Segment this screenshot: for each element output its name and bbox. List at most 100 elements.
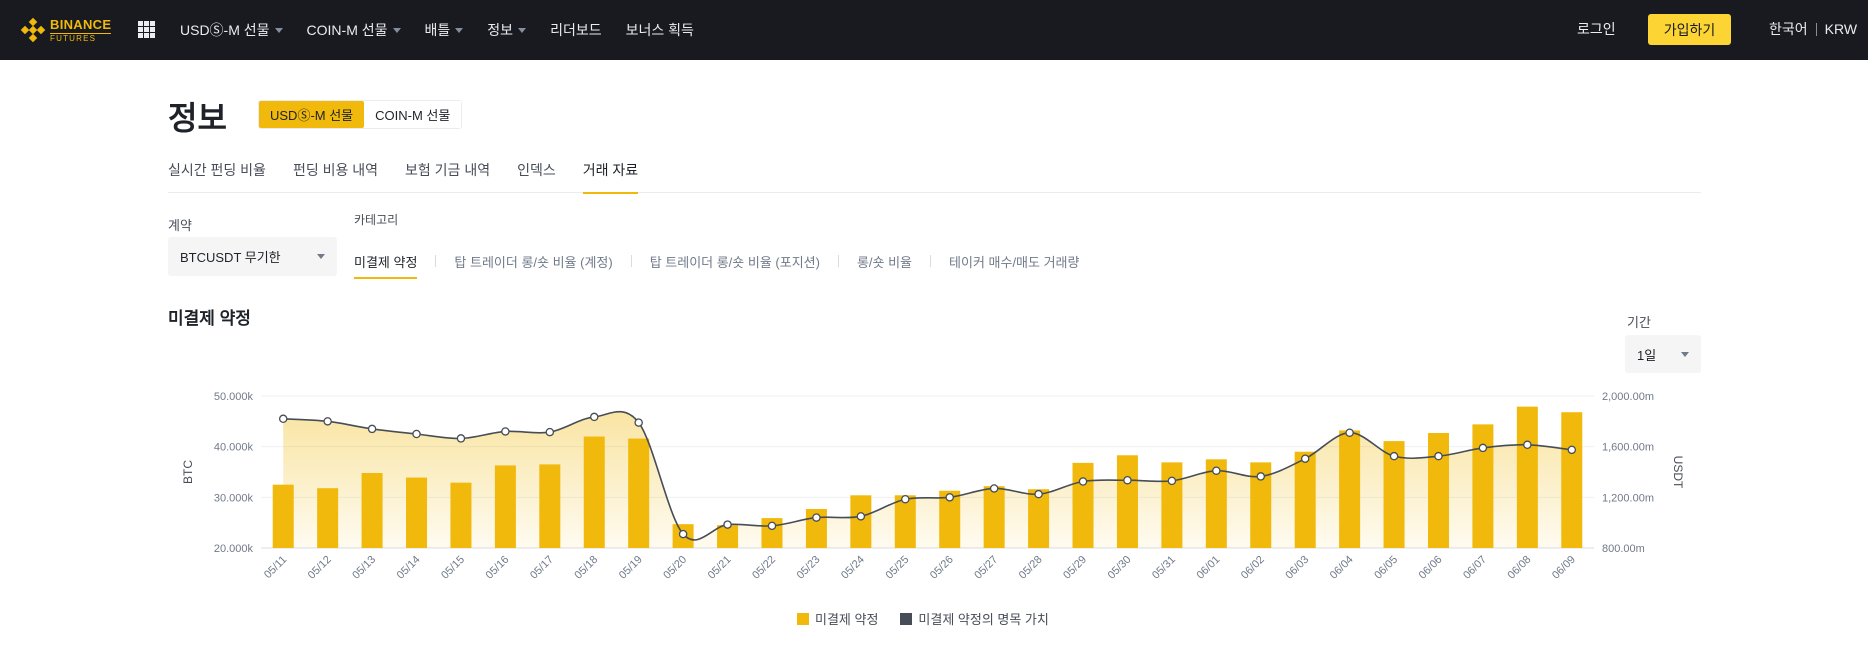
divider (630, 255, 632, 267)
info-tabs: 실시간 펀딩 비율 펀딩 비용 내역 보험 기금 내역 인덱스 거래 자료 (168, 150, 1701, 194)
line-point (1256, 472, 1266, 481)
chevron-down-icon (392, 27, 401, 33)
period-label: 기간 (1627, 315, 1651, 330)
tab-realtime-funding-rate[interactable]: 실시간 펀딩 비율 (168, 162, 266, 178)
line-point (989, 484, 999, 493)
nav-info[interactable]: 정보 (487, 20, 527, 40)
x-tick-label: 05/27 (972, 554, 1000, 582)
x-tick-label: 06/08 (1506, 554, 1534, 582)
line-point (945, 493, 954, 502)
x-tick-label: 05/15 (439, 554, 467, 582)
y-axis-title-left: BTC (181, 460, 195, 484)
bar-open-interest (1161, 462, 1183, 548)
line-point (1389, 451, 1399, 461)
x-tick-label: 05/28 (1017, 554, 1045, 582)
bar-open-interest (894, 495, 916, 548)
tab-insurance-fund[interactable]: 보험 기금 내역 (405, 162, 491, 178)
line-point (1478, 443, 1488, 453)
x-tick-label: 05/21 (706, 554, 734, 582)
legend-swatch (900, 612, 913, 625)
category-tabs: 미결제 약정 탑 트레이더 롱/숏 비율 (계정) 탑 트레이더 롱/숏 비율 … (354, 245, 1080, 279)
nav-leaderboard[interactable]: 리더보드 (550, 22, 602, 38)
line-point (1167, 476, 1177, 486)
x-tick-label: 05/16 (484, 554, 512, 582)
category-top-trader-ratio-accounts[interactable]: 탑 트레이더 롱/숏 비율 (계정) (454, 254, 613, 270)
line-point (1212, 466, 1221, 475)
chevron-down-icon (274, 27, 283, 33)
bar-open-interest (983, 486, 1005, 548)
line-point (1300, 454, 1310, 463)
x-tick-label: 06/09 (1550, 554, 1578, 582)
nav-coinm-futures[interactable]: COIN-M 선물 (307, 20, 401, 40)
category-top-trader-ratio-positions[interactable]: 탑 트레이더 롱/숏 비율 (포지션) (649, 254, 820, 270)
x-tick-label: 05/29 (1061, 554, 1089, 582)
binance-futures-logo[interactable]: BINANCE FUTURES (20, 16, 112, 44)
nav-usdm-futures[interactable]: USDⓈ-M 선물 (180, 20, 283, 40)
contract-value: BTCUSDT 무기한 (180, 250, 281, 265)
bar-open-interest (850, 495, 872, 548)
line-point (367, 424, 377, 434)
contract-select[interactable]: BTCUSDT 무기한 (168, 237, 337, 276)
nav-bonus[interactable]: 보너스 획득 (625, 22, 694, 38)
bar-open-interest (1072, 462, 1094, 548)
chart-section-title: 미결제 약정 (168, 309, 251, 328)
line-point (1434, 451, 1443, 461)
nav-battle[interactable]: 배틀 (425, 20, 464, 40)
bar-open-interest (1383, 441, 1405, 548)
line-point (634, 418, 643, 427)
divider (1815, 22, 1817, 36)
legend-item-open-interest[interactable]: 미결제 약정 (797, 609, 878, 628)
x-tick-label: 05/31 (1150, 554, 1178, 582)
category-long-short-ratio[interactable]: 롱/숏 비율 (856, 254, 913, 270)
bar-open-interest (1205, 459, 1227, 548)
chevron-down-icon (455, 27, 464, 33)
legend-item-notional-value[interactable]: 미결제 약정의 명목 가치 (900, 609, 1049, 628)
chevron-down-icon (518, 27, 527, 33)
line-point (812, 513, 821, 522)
login-link[interactable]: 로그인 (1577, 21, 1616, 37)
bar-open-interest (494, 465, 516, 548)
line-point (501, 427, 510, 436)
tab-funding-history[interactable]: 펀딩 비용 내역 (292, 162, 379, 178)
line-point (278, 414, 288, 424)
line-point (678, 529, 688, 539)
tab-trading-data[interactable]: 거래 자료 (582, 150, 639, 194)
y-tick-label-left: 20.000k (214, 543, 254, 555)
bar-open-interest (1339, 430, 1361, 548)
line-point (1345, 428, 1354, 437)
line-point (1567, 445, 1577, 455)
segment-coinm[interactable]: COIN-M 선물 (364, 101, 462, 128)
period-select[interactable]: 1일 (1625, 335, 1701, 373)
logo-wordmark: BINANCE (50, 16, 112, 32)
main-nav: USDⓈ-M 선물 COIN-M 선물 배틀 정보 리더보드 보너스 획득 (180, 0, 718, 60)
language-currency-selector[interactable]: 한국어 KRW (1769, 19, 1857, 39)
apps-grid-icon[interactable] (138, 21, 155, 38)
x-tick-label: 06/07 (1461, 554, 1489, 582)
page-title: 정보 (168, 100, 227, 136)
market-segment-toggle: USDⓈ-M 선물 COIN-M 선물 (258, 100, 463, 129)
line-point (590, 412, 599, 422)
category-label: 카테고리 (354, 213, 399, 227)
line-point (1123, 475, 1132, 485)
bar-open-interest (1294, 451, 1316, 548)
x-tick-label: 05/19 (617, 554, 645, 582)
line-point (1078, 477, 1088, 486)
bar-open-interest (1116, 455, 1138, 548)
chart-legend: 미결제 약정 미결제 약정의 명목 가치 (797, 609, 1071, 628)
language-label: 한국어 (1769, 21, 1808, 37)
logo-subtitle: FUTURES (50, 32, 112, 43)
line-point (412, 429, 421, 439)
bar-open-interest (1516, 406, 1538, 548)
signup-button[interactable]: 가입하기 (1648, 14, 1731, 45)
x-tick-label: 06/02 (1239, 554, 1267, 582)
category-taker-buy-sell-volume[interactable]: 테이커 매수/매도 거래량 (949, 254, 1080, 270)
tab-index[interactable]: 인덱스 (517, 162, 556, 178)
bar-open-interest (406, 477, 428, 548)
bar-open-interest (1028, 489, 1050, 548)
category-open-interest[interactable]: 미결제 약정 (354, 245, 418, 279)
segment-usdm[interactable]: USDⓈ-M 선물 (259, 101, 365, 128)
y-tick-label-right: 1,600.00m (1602, 442, 1654, 454)
x-tick-label: 06/01 (1194, 554, 1222, 582)
line-point (767, 521, 777, 531)
bar-open-interest (317, 488, 339, 548)
